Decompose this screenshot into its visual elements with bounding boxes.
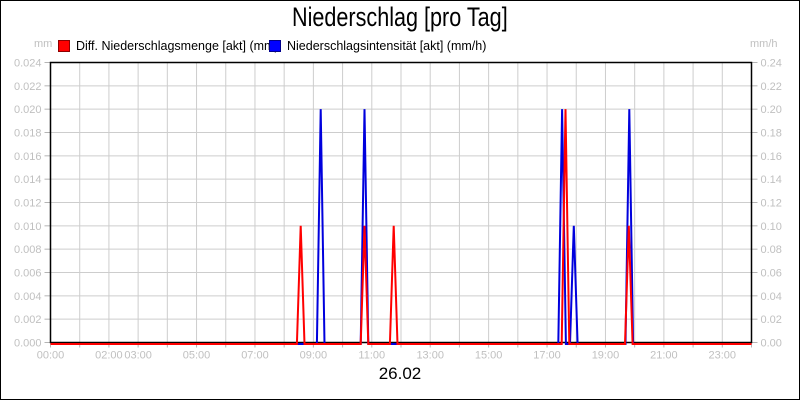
left-tick-label: 0.008: [14, 244, 42, 256]
x-tick-label: 13:00: [416, 350, 444, 362]
legend-label-intensity: Niederschlagsintensität [akt] (mm/h): [287, 39, 487, 53]
left-tick-label: 0.012: [14, 198, 42, 210]
x-axis-date-label: 26.02: [378, 364, 422, 383]
right-tick-label: 0.00: [761, 338, 782, 350]
x-tick-label: 09:00: [300, 350, 328, 362]
chart-title: Niederschlag [pro Tag]: [292, 2, 508, 32]
right-tick-label: 0.08: [761, 244, 782, 256]
left-tick-label: 0.016: [14, 151, 42, 163]
x-tick-label: 11:00: [358, 350, 385, 362]
legend-swatch-amount-icon: [58, 40, 70, 52]
x-tick-label: 21:00: [650, 350, 678, 362]
x-tick-label: 07:00: [241, 350, 269, 362]
x-tick-label: 23:00: [709, 350, 737, 362]
x-tick-label: 03:00: [124, 350, 152, 362]
left-tick-label: 0.014: [14, 174, 42, 186]
right-tick-label: 0.24: [761, 58, 782, 70]
right-tick-label: 0.22: [761, 81, 782, 93]
left-tick-label: 0.024: [14, 58, 42, 70]
right-tick-label: 0.18: [761, 128, 782, 140]
right-tick-label: 0.14: [761, 174, 782, 186]
series-line-precip-amount: [50, 109, 752, 345]
x-tick-label: 19:00: [592, 350, 620, 362]
left-tick-label: 0.022: [14, 81, 42, 93]
right-tick-label: 0.04: [761, 291, 782, 303]
right-tick-label: 0.06: [761, 268, 782, 280]
legend-label-amount: Diff. Niederschlagsmenge [akt] (mm): [76, 39, 279, 53]
right-tick-label: 0.16: [761, 151, 782, 163]
left-tick-label: 0.002: [14, 314, 42, 326]
chart-header: Niederschlag [pro Tag]: [1, 2, 799, 33]
left-tick-label: 0.018: [14, 128, 42, 140]
x-tick-label: 15:00: [475, 350, 503, 362]
legend-item-amount: Diff. Niederschlagsmenge [akt] (mm): [58, 39, 279, 53]
right-tick-label: 0.20: [761, 104, 782, 116]
plot-border: [49, 61, 753, 344]
legend-swatch-intensity-icon: [269, 40, 281, 52]
x-tick-label: 17:00: [533, 350, 561, 362]
left-tick-label: 0.004: [14, 291, 42, 303]
left-tick-label: 0.020: [14, 104, 42, 116]
x-tick-label: 00:00: [37, 350, 65, 362]
left-axis-unit: mm: [34, 38, 53, 50]
left-tick-label: 0.010: [14, 221, 42, 233]
right-tick-label: 0.02: [761, 314, 782, 326]
right-tick-label: 0.10: [761, 221, 782, 233]
left-tick-label: 0.000: [14, 338, 42, 350]
right-tick-label: 0.12: [761, 198, 782, 210]
left-tick-label: 0.006: [14, 268, 42, 280]
legend-item-intensity: Niederschlagsintensität [akt] (mm/h): [269, 39, 486, 53]
right-axis-unit: mm/h: [750, 38, 778, 50]
x-tick-label: 05:00: [183, 350, 211, 362]
x-tick-label: 02:00: [95, 350, 123, 362]
